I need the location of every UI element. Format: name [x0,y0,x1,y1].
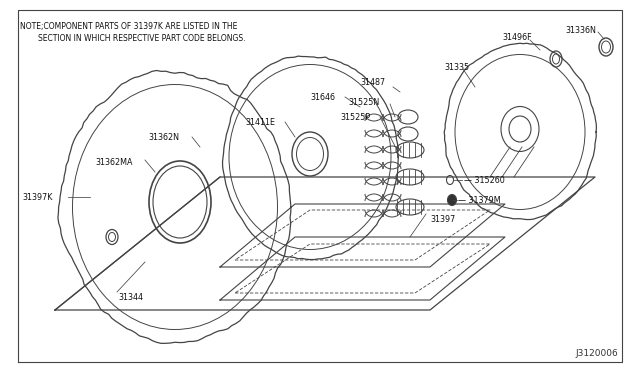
Text: J3120006: J3120006 [575,349,618,358]
Text: — 31379M: — 31379M [458,196,500,205]
Text: 31411E: 31411E [245,118,275,126]
Text: 31336N: 31336N [565,26,596,35]
Text: 31525P: 31525P [340,112,370,122]
Text: 31344: 31344 [118,292,143,301]
Text: SECTION IN WHICH RESPECTIVE PART CODE BELONGS.: SECTION IN WHICH RESPECTIVE PART CODE BE… [38,34,246,43]
Ellipse shape [447,195,456,205]
Text: 31362MA: 31362MA [95,157,132,167]
Text: — 315260: — 315260 [464,176,505,185]
Text: 31487: 31487 [360,77,385,87]
Text: NOTE;COMPONENT PARTS OF 31397K ARE LISTED IN THE: NOTE;COMPONENT PARTS OF 31397K ARE LISTE… [20,22,237,31]
Text: 31646: 31646 [310,93,335,102]
Text: 31525N: 31525N [348,97,380,106]
Text: 31397K: 31397K [22,192,52,202]
Text: 31362N: 31362N [148,132,179,141]
Text: 31335: 31335 [444,62,469,71]
Text: 31397: 31397 [430,215,455,224]
Text: 31496F: 31496F [502,32,532,42]
